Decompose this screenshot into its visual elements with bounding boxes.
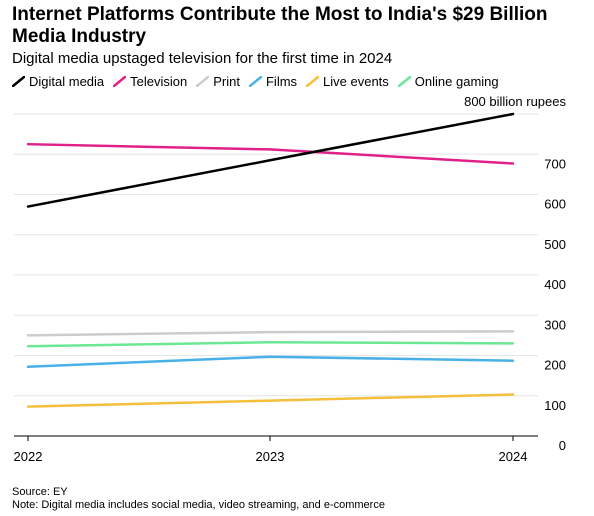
legend-swatch (397, 76, 411, 87)
legend-swatch (248, 76, 262, 87)
footer: Source: EY Note: Digital media includes … (12, 486, 385, 512)
y-tick-label: 300 (544, 317, 566, 332)
legend-item: Digital media (12, 74, 104, 89)
chart-title: Internet Platforms Contribute the Most t… (12, 4, 548, 47)
legend-swatch-line (12, 76, 25, 87)
series-line-live-events (26, 393, 515, 408)
series-line-digital-media (26, 112, 515, 208)
legend-swatch (306, 76, 320, 87)
legend-item: Live events (306, 74, 389, 89)
legend-swatch (196, 76, 210, 87)
legend-swatch-line (113, 76, 127, 87)
legend: Digital media Television Print Films Live ev… (12, 74, 508, 89)
y-tick-label: 800 billion rupees (464, 94, 566, 109)
y-tick-label: 0 (559, 438, 566, 453)
legend-label: Online gaming (414, 74, 499, 89)
legend-swatch-line (248, 76, 262, 87)
y-tick-label: 600 (544, 197, 566, 212)
legend-item: Print (196, 74, 240, 89)
legend-item: Television (113, 74, 187, 89)
series-line-films (26, 355, 515, 369)
y-tick-label: 500 (544, 237, 566, 252)
y-tick-label: 400 (544, 277, 566, 292)
x-tick-label: 2023 (256, 449, 285, 464)
series-line-television (26, 142, 515, 165)
legend-label: Television (130, 74, 188, 89)
legend-swatch-line (397, 76, 411, 87)
legend-label: Digital media (29, 74, 105, 89)
footnote: Note: Digital media includes social medi… (12, 499, 385, 511)
y-tick-label: 200 (544, 358, 566, 373)
legend-item: Films (248, 74, 298, 89)
series-line-print (26, 330, 515, 337)
legend-label: Films (265, 74, 298, 89)
x-tick-label: 2024 (499, 449, 528, 464)
legend-swatch-line (196, 76, 210, 87)
legend-label: Live events (323, 74, 389, 89)
legend-swatch (12, 76, 25, 87)
chart-subtitle: Digital media upstaged television for th… (12, 50, 393, 67)
series-line-online-gaming (26, 340, 515, 348)
y-tick-label: 100 (544, 398, 566, 413)
source-note: Source: EY (12, 486, 68, 498)
x-tick-label: 2022 (14, 449, 43, 464)
legend-label: Print (213, 74, 240, 89)
y-tick-label: 700 (544, 156, 566, 171)
legend-swatch-line (306, 76, 320, 87)
legend-item: Online gaming (397, 74, 499, 89)
legend-swatch (113, 76, 127, 87)
